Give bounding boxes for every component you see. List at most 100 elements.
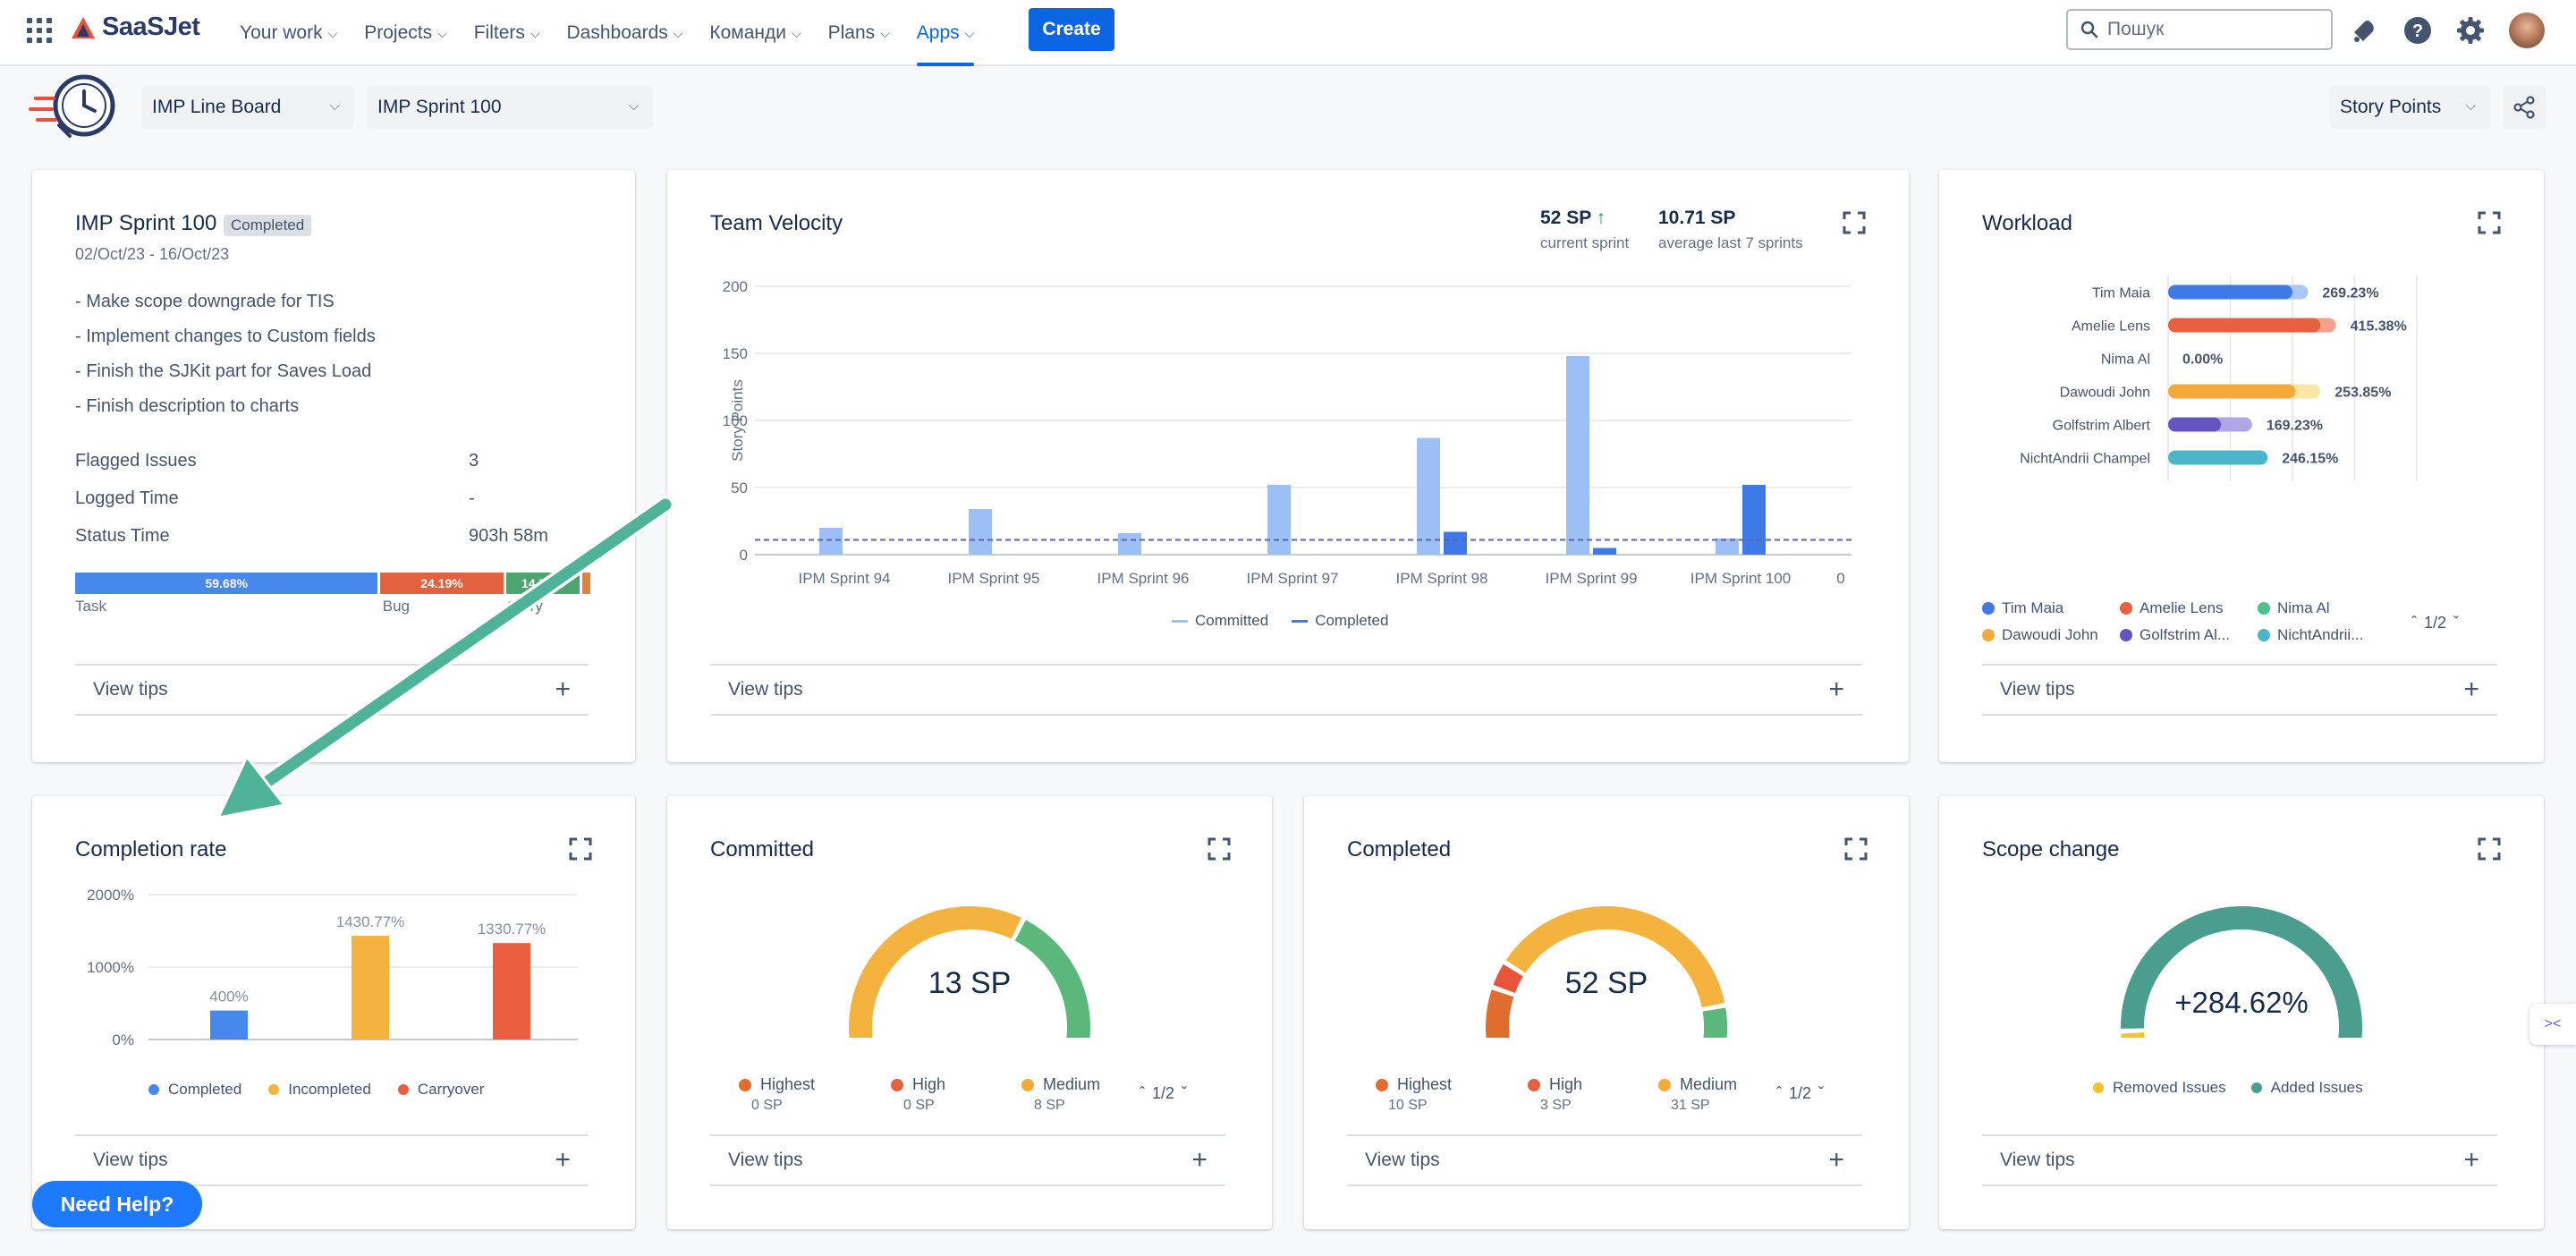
view-tips-row[interactable]: View tips + [75, 1134, 589, 1186]
plus-icon[interactable]: + [2463, 1145, 2479, 1175]
committed-card: Committed 13 SP Highest 0 SP High 0 SP Mediu… [667, 796, 1272, 1229]
view-tips-row[interactable]: View tips + [75, 664, 589, 716]
issue-type-segment: 14.52% [505, 573, 580, 594]
committed-legend: Highest 0 SP High 0 SP Medium 8 SP [739, 1075, 1204, 1120]
average-stat: 10.71 SP average last 7 sprints [1658, 208, 1803, 252]
nav-projects[interactable]: Projects ⌵ [364, 0, 446, 66]
need-help-button[interactable]: Need Help? [32, 1181, 202, 1227]
completion-legend: Completed Incompleted Carryover [148, 1081, 484, 1099]
legend-item[interactable]: NichtAndrii... [2258, 626, 2363, 644]
committed-pagination[interactable]: ˆ 1/2 ˇ [1140, 1084, 1187, 1103]
view-tips-label: View tips [93, 679, 168, 700]
legend-item[interactable]: High 3 SP [1528, 1075, 1582, 1114]
legend-item[interactable]: Removed Issues [2093, 1079, 2226, 1097]
workload-bar [2168, 384, 2296, 399]
gauge-segment [1014, 920, 1090, 1038]
chevron-down-icon[interactable]: ˇ [1818, 1084, 1825, 1102]
expand-icon[interactable] [1208, 837, 1231, 861]
sprint-goals: - Make scope downgrade for TIS - Impleme… [75, 284, 376, 424]
gauge-segment [1505, 906, 1725, 1008]
brand-name: SaaSJet [102, 13, 200, 41]
legend-item[interactable]: Nima Al [2258, 599, 2330, 617]
nav-your-work[interactable]: Your work ⌵ [240, 0, 337, 66]
nav-label: Your work [240, 22, 323, 43]
sprint-select[interactable]: IMP Sprint 100 ⌵ [367, 86, 653, 129]
nav-filters[interactable]: Filters ⌵ [474, 0, 540, 66]
report-toolbar: IMP Line Board ⌵ IMP Sprint 100 ⌵ Story … [0, 70, 2576, 152]
legend-item[interactable]: Tim Maia [1982, 599, 2063, 617]
search-input[interactable]: Пошук [2066, 9, 2333, 50]
chevron-down-icon: ⌵ [329, 98, 340, 114]
plus-icon[interactable]: + [1828, 675, 1844, 704]
plus-icon[interactable]: + [555, 1145, 571, 1175]
avatar[interactable] [2509, 13, 2545, 48]
apps-grid-icon[interactable] [27, 18, 52, 43]
legend-label: Removed Issues [2113, 1079, 2226, 1096]
nav-plans[interactable]: Plans ⌵ [828, 0, 890, 66]
plus-icon[interactable]: + [2463, 675, 2479, 704]
legend-item[interactable]: Medium 8 SP [1021, 1075, 1100, 1114]
x-tick-label: IPM Sprint 100 [1690, 570, 1791, 587]
legend-item[interactable]: Highest 0 SP [739, 1075, 815, 1114]
legend-dot [2258, 602, 2270, 615]
expand-icon[interactable] [1843, 211, 1866, 234]
estimation-select[interactable]: Story Points ⌵ [2329, 86, 2490, 129]
chevron-down-icon[interactable]: ˇ [2453, 614, 2460, 632]
side-panel-toggle[interactable]: >< [2529, 1004, 2576, 1045]
board-select[interactable]: IMP Line Board ⌵ [141, 86, 354, 129]
expand-icon[interactable] [2478, 837, 2501, 861]
legend-item[interactable]: Carryover [397, 1081, 484, 1099]
legend-item[interactable]: Amelie Lens [2120, 599, 2224, 617]
expand-icon[interactable] [1844, 837, 1868, 861]
expand-icon[interactable] [569, 837, 592, 861]
legend-item[interactable]: Highest 10 SP [1376, 1075, 1452, 1114]
committed-bar [1118, 533, 1141, 555]
settings-icon[interactable] [2455, 15, 2486, 46]
chevron-down-icon[interactable]: ˇ [1182, 1084, 1188, 1102]
share-button[interactable] [2503, 86, 2546, 129]
legend-item[interactable]: Incompleted [268, 1081, 371, 1099]
legend-item[interactable]: Dawoudi John [1982, 626, 2098, 644]
plus-icon[interactable]: + [1191, 1145, 1208, 1175]
legend-item[interactable]: High 0 SP [891, 1075, 945, 1114]
view-tips-row[interactable]: View tips + [710, 1134, 1225, 1186]
nav-teams[interactable]: Команди ⌵ [709, 0, 801, 66]
legend-swatch [1292, 619, 1309, 623]
chevron-up-icon[interactable]: ˆ [1140, 1084, 1145, 1102]
help-icon[interactable]: ? [2402, 15, 2433, 46]
legend-label: Highest [1397, 1075, 1453, 1093]
chevron-down-icon: ⌵ [327, 25, 338, 40]
view-tips-row[interactable]: View tips + [1982, 1134, 2497, 1186]
chevron-up-icon[interactable]: ˆ [2411, 614, 2417, 632]
notifications-icon[interactable] [2349, 15, 2379, 46]
legend-item[interactable]: Completed [148, 1081, 242, 1099]
workload-bar [2168, 450, 2268, 465]
completed-pagination[interactable]: ˆ 1/2 ˇ [1776, 1084, 1824, 1103]
board-select-value: IMP Line Board [152, 97, 282, 117]
create-button[interactable]: Create [1029, 8, 1114, 51]
committed-gauge [849, 906, 1090, 1038]
workload-pagination[interactable]: ˆ 1/2 ˇ [2411, 614, 2459, 632]
plus-icon[interactable]: + [555, 675, 571, 704]
completion-bar [210, 1010, 248, 1040]
legend-item[interactable]: Medium 31 SP [1658, 1075, 1737, 1114]
plus-icon[interactable]: + [1828, 1145, 1844, 1175]
expand-icon[interactable] [2478, 211, 2501, 234]
nav-label: Apps [916, 22, 960, 43]
chevron-up-icon[interactable]: ˆ [1776, 1084, 1782, 1102]
gauge-segment [1486, 989, 1514, 1038]
view-tips-row[interactable]: View tips + [710, 664, 1862, 716]
legend-label: Tim Maia [2002, 599, 2064, 616]
stat-label: Flagged Issues [75, 451, 197, 471]
legend-item[interactable]: Added Issues [2250, 1079, 2363, 1097]
legend-item[interactable]: Golfstrim Al... [2120, 626, 2230, 644]
row-label: Golfstrim Albert [2053, 419, 2151, 434]
view-tips-row[interactable]: View tips + [1982, 664, 2497, 716]
nav-apps[interactable]: Apps ⌵ [916, 0, 974, 66]
y-tick-label: 100 [723, 412, 748, 429]
row-label: Tim Maia [2092, 286, 2150, 301]
brand-logo[interactable]: SaaSJet [70, 13, 200, 42]
nav-dashboards[interactable]: Dashboards ⌵ [567, 0, 683, 66]
workload-legend: Tim Maia Amelie Lens Nima Al Dawoudi John Go… [1982, 599, 2394, 653]
view-tips-row[interactable]: View tips + [1347, 1134, 1862, 1186]
